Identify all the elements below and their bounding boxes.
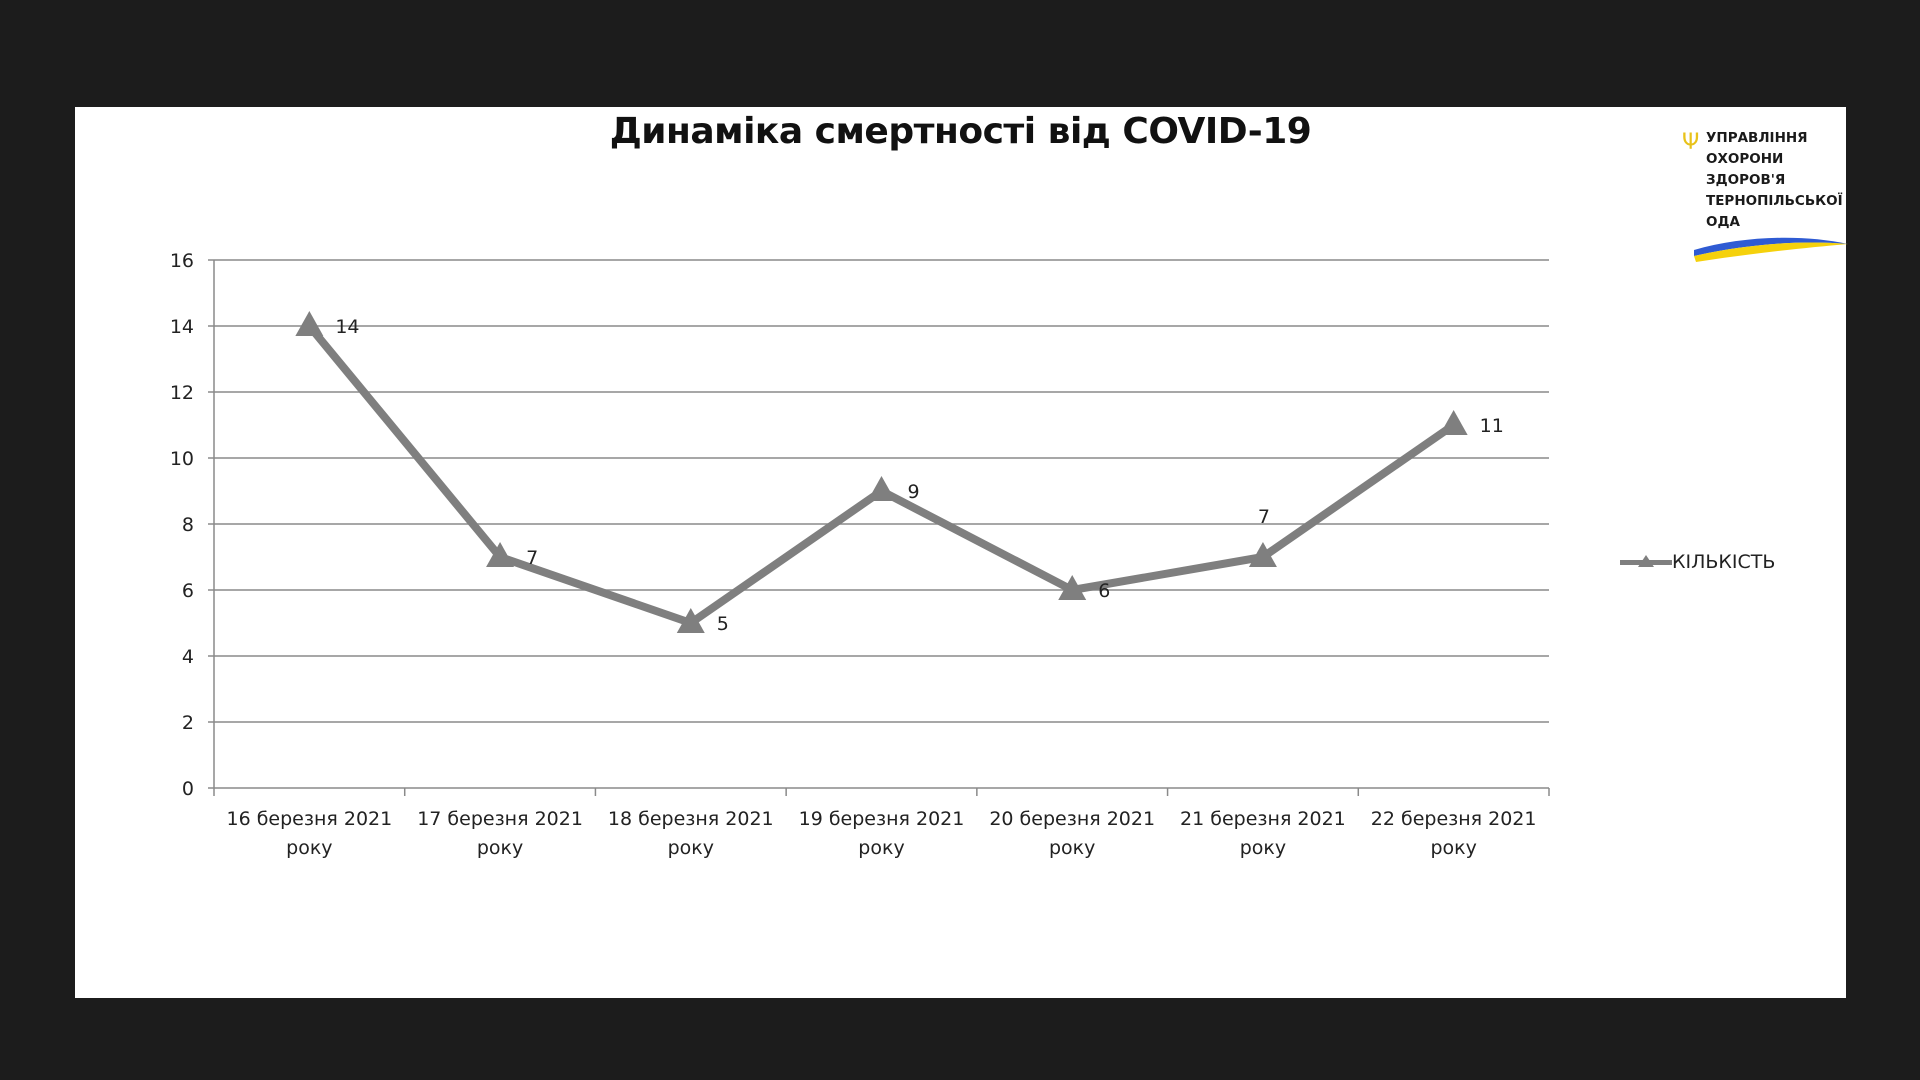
data-point-triangle-marker: [1248, 542, 1277, 567]
y-tick-label: 12: [170, 382, 194, 404]
data-label: 11: [1480, 415, 1504, 437]
series-line: [305, 322, 1458, 627]
data-label: 7: [526, 547, 538, 569]
x-tick-label: 20 березня 2021 року: [989, 808, 1155, 859]
y-tick-label: 14: [170, 316, 194, 338]
logo-line-5: ОДА: [1706, 214, 1740, 230]
data-label: 7: [1258, 506, 1270, 528]
chart-title: Динаміка смертності від COVID-19: [609, 111, 1312, 152]
y-tick-label: 16: [170, 250, 194, 272]
y-tick-label: 0: [182, 778, 194, 800]
logo-line-2: ОХОРОНИ: [1706, 151, 1784, 167]
y-tick-label: 10: [170, 448, 194, 470]
y-tick-label: 6: [182, 580, 194, 602]
legend-label: КІЛЬКІСТЬ: [1672, 551, 1776, 573]
data-point-triangle-marker: [1439, 410, 1468, 435]
flag-swoosh-icon: [1694, 237, 1848, 262]
x-tick-label: 18 березня 2021 року: [608, 808, 774, 859]
data-point-triangle-marker: [867, 476, 896, 501]
logo-line-4: ТЕРНОПІЛЬСЬКОЇ: [1706, 193, 1843, 209]
x-tick-label: 21 березня 2021 року: [1180, 808, 1346, 859]
data-point-triangle-marker: [295, 311, 324, 336]
x-tick-label: 22 березня 2021 року: [1371, 808, 1537, 859]
y-tick-label: 2: [182, 712, 194, 734]
trident-icon: Ψ: [1682, 130, 1700, 155]
x-tick-label: 17 березня 2021 року: [417, 808, 583, 859]
data-point-triangle-marker: [676, 608, 705, 633]
x-tick-label: 19 березня 2021 року: [799, 808, 965, 859]
logo-line-1: УПРАВЛІННЯ: [1706, 130, 1808, 146]
chart-panel: Динаміка смертності від COVID-19 0 2 4 6 8 10…: [75, 107, 1848, 998]
legend-line-marker-icon: [1620, 555, 1672, 567]
data-label: 9: [908, 481, 920, 503]
data-label: 14: [335, 316, 359, 338]
data-point-triangle-marker: [1058, 575, 1087, 600]
line-chart: 0 2 4 6 8 10 12 14 16 16 березня 2021 року 17 берез…: [170, 250, 1550, 859]
data-label: 5: [717, 613, 729, 635]
data-label: 6: [1098, 580, 1110, 602]
logo-line-3: ЗДОРОВ'Я: [1706, 172, 1786, 188]
chart-legend: КІЛЬКІСТЬ: [1620, 551, 1775, 573]
logo-text: УПРАВЛІННЯ ОХОРОНИ ЗДОРОВ'Я ТЕРНОПІЛЬСЬК…: [1706, 128, 1843, 233]
data-point-triangle-marker: [486, 542, 515, 567]
y-tick-label: 4: [182, 646, 194, 668]
y-tick-label: 8: [182, 514, 194, 536]
health-department-logo: Ψ УПРАВЛІННЯ ОХОРОНИ ЗДОРОВ'Я ТЕРНОПІЛЬС…: [1682, 124, 1852, 262]
x-tick-label: 16 березня 2021 року: [226, 808, 392, 859]
